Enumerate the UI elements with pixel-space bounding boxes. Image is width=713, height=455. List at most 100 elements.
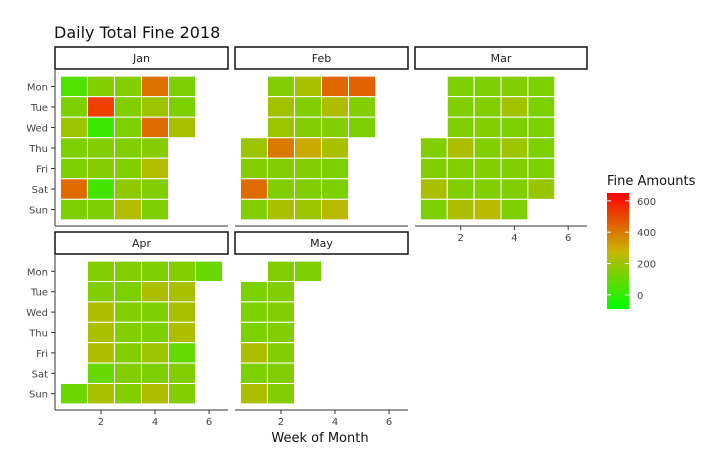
facet-strip-label: Apr: [132, 237, 152, 250]
heat-cell: [500, 116, 529, 139]
heat-cell: [266, 382, 295, 405]
heat-cell: [266, 96, 295, 118]
x-tick-label: 4: [511, 233, 517, 244]
heat-cell: [59, 96, 88, 118]
heat-cell: [59, 137, 88, 159]
heat-cell: [86, 321, 115, 344]
heat-cell: [473, 75, 502, 98]
facet-strip: [414, 46, 588, 70]
heat-cell: [527, 157, 556, 180]
x-tick-label: 4: [152, 417, 158, 428]
heat-cell: [168, 362, 197, 384]
heat-cell: [527, 75, 556, 98]
x-tick-label: 6: [386, 417, 392, 428]
heat-cell: [86, 96, 115, 118]
panel-feb: Feb: [234, 46, 409, 227]
heat-cell: [86, 362, 115, 384]
heat-cell: [59, 75, 88, 98]
legend-tick-label: 600: [637, 197, 656, 208]
heat-cell: [473, 178, 502, 200]
legend: Fine Amounts 0 200 400 600: [607, 174, 696, 309]
heat-cell: [113, 362, 142, 384]
panel-apr: Apr 2 4 6 Mon Tue Wed Thu Fri Sat Sun: [26, 231, 229, 428]
y-tick-label: Mon: [27, 82, 48, 93]
heat-cell: [446, 157, 475, 180]
heat-cell: [473, 137, 502, 159]
heat-cell: [266, 157, 295, 180]
heat-cell: [86, 157, 115, 180]
facet-strip-label: Jan: [132, 52, 150, 65]
heat-cell: [446, 96, 475, 118]
heat-cell: [321, 116, 350, 139]
heat-cell: [446, 198, 475, 221]
facet-strip: [54, 231, 229, 255]
x-tick-label: 2: [278, 417, 284, 428]
heat-cell: [141, 96, 170, 118]
heat-cell: [113, 116, 142, 139]
heat-cell: [113, 260, 142, 283]
heat-cell: [113, 75, 142, 98]
heat-cell: [59, 382, 88, 405]
heat-cell: [239, 342, 268, 364]
y-tick-label: Tue: [30, 288, 48, 299]
legend-colorbar: [607, 193, 629, 309]
heat-cell: [446, 137, 475, 159]
heat-cell: [113, 281, 142, 303]
heat-cell: [239, 301, 268, 323]
x-tick-label: 2: [458, 233, 464, 244]
heat-cell: [113, 342, 142, 364]
heat-cell: [446, 75, 475, 98]
heat-cell: [293, 260, 322, 283]
heat-cell: [141, 260, 170, 283]
heat-cell: [473, 96, 502, 118]
heat-cell: [321, 137, 350, 159]
facet-strip-label: Mar: [491, 52, 512, 65]
legend-ticks: 0 200 400 600: [607, 197, 656, 302]
y-tick-label: Wed: [26, 123, 48, 134]
heat-cell: [348, 75, 377, 98]
heat-cell: [59, 178, 88, 200]
heat-cell: [239, 178, 268, 200]
heat-cell: [168, 75, 197, 98]
heat-cell: [141, 362, 170, 384]
panel-may: May 2 4 6: [234, 231, 409, 428]
y-tick-label: Mon: [27, 267, 48, 278]
heat-cell: [527, 137, 556, 159]
heat-cell: [59, 116, 88, 139]
heat-cell: [321, 178, 350, 200]
heat-cell: [59, 157, 88, 180]
heat-cell: [141, 321, 170, 344]
chart-title: Daily Total Fine 2018: [54, 23, 220, 42]
heat-cell: [446, 178, 475, 200]
x-tick-label: 4: [332, 417, 338, 428]
y-tick-label: Sun: [29, 206, 48, 217]
y-tick-label: Tue: [30, 103, 48, 114]
heat-cell: [473, 157, 502, 180]
heat-cell: [500, 96, 529, 118]
heat-cell: [168, 382, 197, 405]
heat-cell: [113, 321, 142, 344]
heat-cell: [266, 75, 295, 98]
heat-cell: [473, 198, 502, 221]
heat-cell: [419, 137, 448, 159]
panel-jan: Jan Mon Tue Wed Thu Fri Sat Sun: [26, 46, 229, 227]
facet-strip: [234, 46, 409, 70]
heat-cell: [86, 116, 115, 139]
heat-cell: [321, 96, 350, 118]
heat-cell: [168, 301, 197, 323]
heat-cell: [86, 342, 115, 364]
heat-cell: [293, 178, 322, 200]
heat-cell: [86, 281, 115, 303]
heat-cell: [113, 96, 142, 118]
y-tick-label: Sun: [29, 390, 48, 401]
heat-cell: [195, 260, 224, 283]
facet-strip: [234, 231, 409, 255]
heat-cell: [266, 137, 295, 159]
heat-cell: [293, 75, 322, 98]
heat-cell: [266, 362, 295, 384]
legend-title: Fine Amounts: [607, 174, 696, 189]
heat-cell: [141, 301, 170, 323]
panel-mar: Mar 2 4 6: [414, 46, 588, 244]
